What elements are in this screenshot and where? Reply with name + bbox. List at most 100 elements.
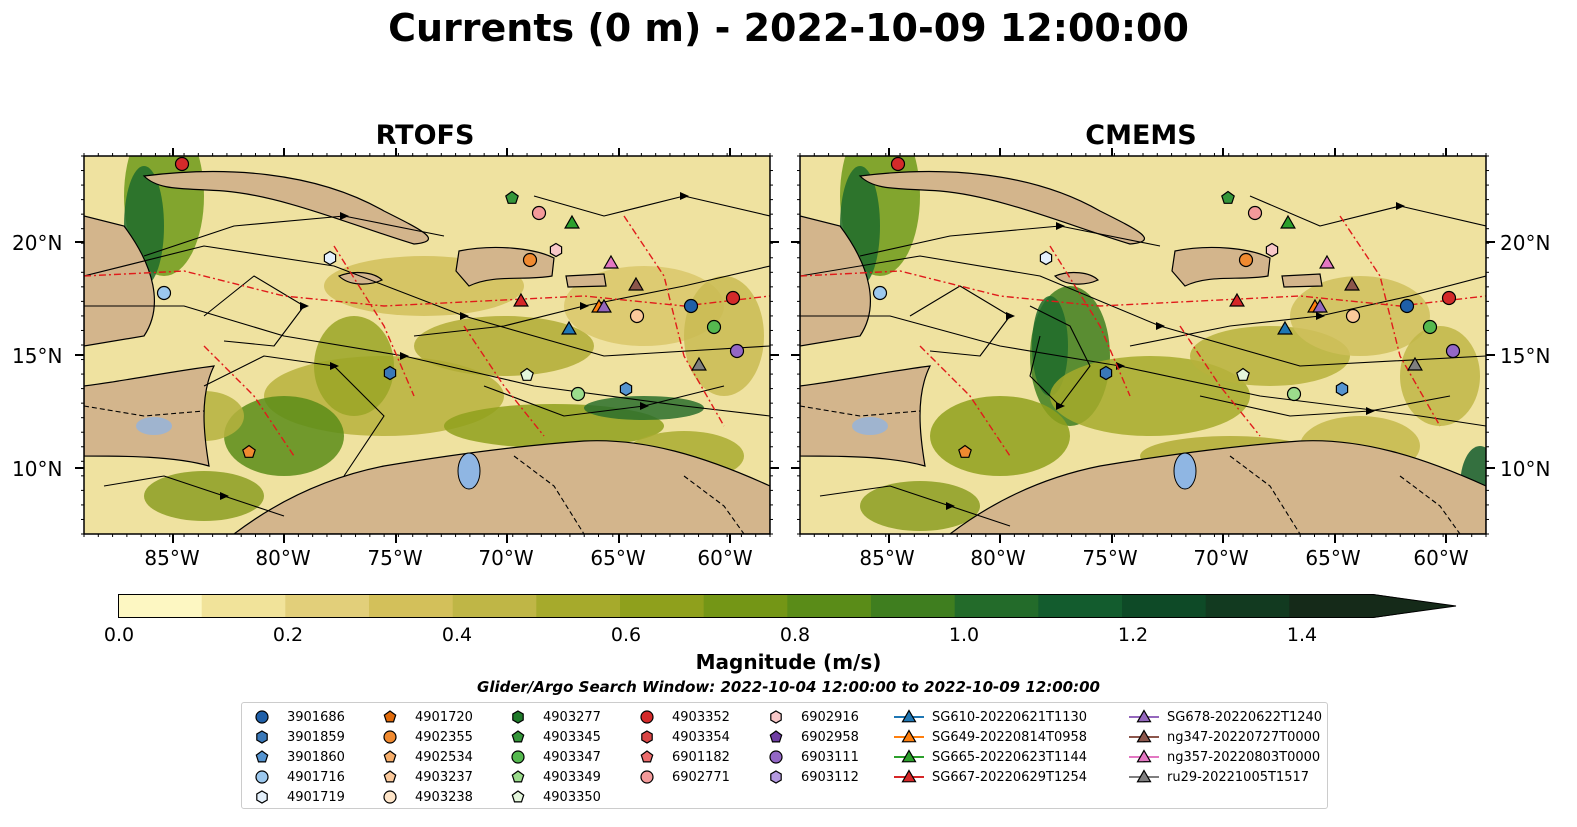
observation-marker <box>520 367 534 381</box>
observation-marker <box>725 290 741 306</box>
observation-marker <box>505 190 519 204</box>
observation-marker <box>1039 250 1053 266</box>
legend-marker-icon <box>1129 749 1159 763</box>
legend-label: 4903238 <box>415 790 473 805</box>
observation-marker <box>958 444 972 458</box>
colorbar-segment <box>1289 594 1374 618</box>
legend-marker-icon <box>769 750 783 764</box>
legend-marker-icon <box>894 769 924 783</box>
observation-marker <box>629 308 645 324</box>
legend-label: 6902916 <box>801 710 859 725</box>
legend-marker-icon <box>1129 769 1159 783</box>
colorbar-segment <box>1205 594 1290 618</box>
panel-title-rtofs: RTOFS <box>375 120 475 151</box>
lat-label-15n-left: 15°N <box>12 344 63 368</box>
observation-marker <box>1286 386 1302 402</box>
legend-label: 4903350 <box>543 790 601 805</box>
colorbar-segment <box>201 594 286 618</box>
legend-marker-icon <box>641 730 653 744</box>
legend-marker-icon <box>255 710 269 724</box>
observation-marker <box>628 276 644 291</box>
panel-title-cmems: CMEMS <box>1085 120 1197 151</box>
legend-marker-icon <box>511 770 525 783</box>
observation-marker <box>1247 205 1263 221</box>
colorbar-tick-6: 1.2 <box>1117 624 1149 646</box>
colorbar-tick-4: 0.8 <box>779 624 811 646</box>
observation-marker <box>323 250 337 266</box>
legend-label: 6901182 <box>672 750 730 765</box>
observation-marker <box>156 285 172 301</box>
colorbar-segment <box>118 594 203 618</box>
lon-label-85w-right: 85°W <box>859 546 915 570</box>
legend-marker-icon <box>511 730 525 743</box>
observation-marker <box>564 214 580 229</box>
observation-marker <box>174 156 190 172</box>
lon-label-80w-right: 80°W <box>970 546 1026 570</box>
colorbar <box>118 594 1457 618</box>
legend-label: SG649-20220814T0958 <box>932 730 1088 745</box>
legend-label: SG667-20220629T1254 <box>932 770 1088 785</box>
lon-label-70w-right: 70°W <box>1193 546 1249 570</box>
legend-label: 4903277 <box>543 710 601 725</box>
legend-label: 3901860 <box>287 750 345 765</box>
legend-label: ru29-20221005T1517 <box>1167 770 1310 785</box>
legend-marker-icon <box>640 750 654 763</box>
observation-marker <box>1422 319 1438 335</box>
legend-marker-icon <box>1129 729 1159 743</box>
observation-marker <box>1221 190 1235 204</box>
observation-marker <box>1229 292 1245 307</box>
observation-marker <box>522 252 538 268</box>
legend: 3901686 3901859 3901860 4901716 4901719 49017… <box>241 702 1328 809</box>
legend-label: 3901686 <box>287 710 345 725</box>
observation-marker <box>1345 308 1361 324</box>
legend-label: 4902355 <box>415 730 473 745</box>
colorbar-segment <box>703 594 788 618</box>
colorbar-segment <box>285 594 370 618</box>
observation-marker <box>570 386 586 402</box>
observation-marker <box>383 365 397 381</box>
observation-marker <box>1344 276 1360 291</box>
legend-label: 4903237 <box>415 770 473 785</box>
legend-marker-icon <box>256 790 268 804</box>
legend-marker-icon <box>383 730 397 744</box>
legend-label: 4902534 <box>415 750 473 765</box>
observation-marker <box>691 356 707 371</box>
colorbar-tick-0: 0.0 <box>103 624 135 646</box>
observation-marker <box>1407 356 1423 371</box>
legend-label: 4903354 <box>672 730 730 745</box>
map-canvas <box>75 148 1495 543</box>
legend-marker-icon <box>255 770 269 784</box>
colorbar-label: Magnitude (m/s) <box>695 650 882 674</box>
legend-label: 6903111 <box>801 750 859 765</box>
observation-marker <box>1335 381 1349 397</box>
colorbar-segment <box>871 594 956 618</box>
lat-label-20n-right: 20°N <box>1500 231 1551 255</box>
observation-marker <box>1280 214 1296 229</box>
legend-marker-icon <box>383 770 397 783</box>
observation-marker <box>890 156 906 172</box>
legend-marker-icon <box>894 749 924 763</box>
legend-label: 4903345 <box>543 730 601 745</box>
colorbar-extend-arrow <box>1373 594 1456 618</box>
legend-label: SG678-20220622T1240 <box>1167 710 1323 725</box>
observation-marker <box>1445 343 1461 359</box>
observation-marker <box>531 205 547 221</box>
observation-marker <box>872 285 888 301</box>
lon-label-75w-left: 75°W <box>367 546 423 570</box>
legend-label: ng347-20220727T0000 <box>1167 730 1321 745</box>
lon-label-80w-left: 80°W <box>255 546 311 570</box>
colorbar-tick-3: 0.6 <box>610 624 642 646</box>
search-window-caption: Glider/Argo Search Window: 2022-10-04 12… <box>477 678 1100 696</box>
observation-marker <box>1236 367 1250 381</box>
observation-marker <box>729 343 745 359</box>
legend-label: 4903349 <box>543 770 601 785</box>
lon-label-65w-right: 65°W <box>1305 546 1361 570</box>
lat-label-10n-right: 10°N <box>1500 457 1551 481</box>
observation-marker <box>619 381 633 397</box>
legend-marker-icon <box>383 710 397 723</box>
legend-label: 4901716 <box>287 770 345 785</box>
lon-label-65w-left: 65°W <box>590 546 646 570</box>
colorbar-segment <box>452 594 537 618</box>
legend-marker-icon <box>894 709 924 723</box>
observation-marker <box>242 444 256 458</box>
